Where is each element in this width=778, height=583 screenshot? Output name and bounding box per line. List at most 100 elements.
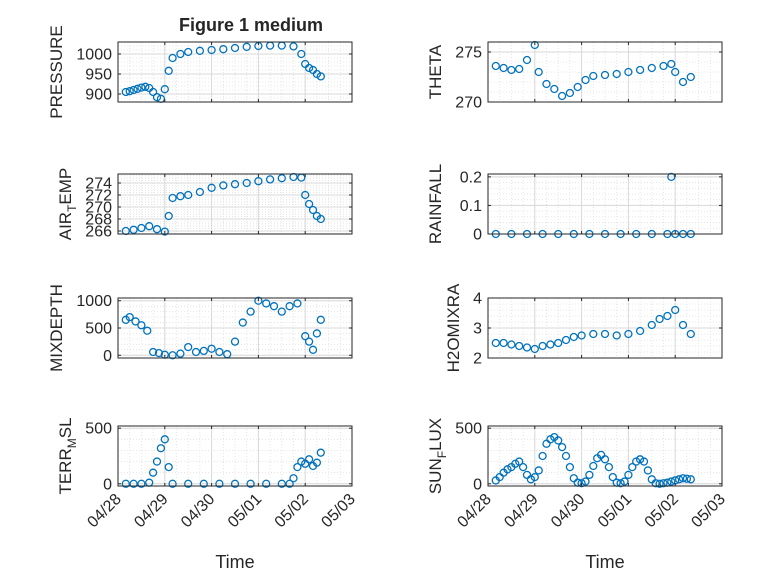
data-point — [616, 479, 625, 488]
y-tick-label: 266 — [85, 224, 112, 241]
data-point — [297, 49, 306, 59]
data-point — [242, 178, 251, 188]
data-point — [168, 193, 177, 203]
data-point — [160, 435, 169, 444]
data-point — [312, 329, 322, 338]
data-point — [635, 326, 645, 336]
data-point — [293, 299, 302, 308]
data-point — [507, 65, 516, 75]
data-point — [635, 65, 645, 75]
data-point — [230, 479, 240, 488]
y-tick-label: 4 — [473, 291, 482, 308]
y-tick-label: 500 — [455, 421, 482, 438]
x-tick-label: 04/29 — [131, 491, 171, 531]
data-point — [293, 462, 302, 472]
data-point — [121, 87, 130, 97]
data-point — [561, 335, 571, 345]
y-tick-label: 0 — [473, 227, 482, 244]
y-tick-label: 2 — [473, 351, 482, 368]
data-point — [238, 318, 247, 327]
data-point — [316, 448, 325, 457]
y-tick-label: 1000 — [76, 47, 112, 64]
y-axis-label: RAINFALL — [426, 164, 445, 244]
data-point — [534, 466, 543, 475]
data-point — [246, 479, 255, 488]
data-point — [678, 77, 688, 87]
data-point — [550, 84, 559, 94]
data-point — [577, 479, 586, 488]
x-tick-label: 04/28 — [454, 491, 494, 531]
data-point — [659, 61, 668, 71]
data-point — [546, 340, 555, 349]
data-point — [604, 462, 614, 472]
y-tick-label: 500 — [85, 321, 112, 338]
data-point — [168, 351, 177, 360]
data-point — [538, 341, 547, 351]
data-point — [612, 69, 621, 79]
data-point — [160, 85, 169, 94]
x-tick-label: 05/01 — [595, 491, 635, 531]
axes-box — [487, 173, 723, 235]
data-point — [141, 82, 150, 91]
data-point — [207, 183, 216, 192]
x-tick-label: 05/01 — [225, 491, 265, 531]
series-markers-terr-msl — [121, 435, 325, 488]
data-point — [628, 462, 637, 472]
data-point — [152, 225, 162, 234]
y-axis-label: SUNFLUX — [426, 418, 449, 494]
data-point — [565, 462, 575, 472]
data-point — [499, 63, 508, 73]
data-point — [219, 45, 228, 54]
data-point — [207, 45, 216, 55]
y-axis-label: PRESSURE — [47, 25, 66, 119]
data-point — [265, 175, 275, 184]
subplot-terr-msl: 0 500 04/28 04/29 04/30 05/01 05/02 05/03 Time TE… — [56, 417, 359, 572]
data-point — [277, 174, 286, 183]
data-point — [125, 87, 134, 96]
y-tick-label: 3 — [473, 321, 482, 338]
data-point — [308, 345, 318, 354]
data-point — [304, 337, 314, 346]
y-tick-label: 1000 — [76, 293, 112, 310]
data-point — [667, 477, 676, 486]
x-tick-label: 05/03 — [318, 491, 358, 531]
data-point — [542, 79, 551, 89]
axes-box — [487, 41, 723, 103]
series-markers-mixdepth — [121, 296, 325, 360]
data-point — [184, 342, 193, 352]
data-point — [655, 314, 664, 324]
data-point — [219, 181, 228, 190]
series-markers-air-temp — [121, 172, 325, 236]
data-point — [316, 72, 325, 81]
data-point — [585, 470, 594, 480]
data-point — [164, 211, 173, 221]
data-point — [515, 64, 524, 74]
data-point — [160, 227, 169, 236]
data-point — [538, 451, 547, 461]
data-point — [639, 457, 649, 466]
axes-box — [117, 41, 353, 103]
y-tick-label: 950 — [85, 67, 112, 84]
data-point — [686, 329, 695, 339]
data-point — [569, 332, 578, 342]
data-point — [612, 331, 621, 340]
data-point — [195, 46, 205, 55]
data-point — [285, 479, 294, 488]
data-point — [304, 199, 314, 209]
x-tick-label: 05/02 — [642, 491, 682, 531]
data-point — [304, 63, 314, 73]
data-point — [137, 83, 146, 92]
data-point — [530, 344, 539, 354]
x-tick-label: 04/28 — [84, 491, 124, 531]
y-axis-label: TERRMSL — [56, 417, 79, 494]
x-axis-label: Time — [585, 552, 624, 572]
x-tick-label: 05/03 — [688, 491, 728, 531]
subplot-sun-flux: 0 500 04/28 04/29 04/30 05/01 05/02 05/03 Time SU… — [426, 418, 729, 572]
y-tick-label: 0.1 — [460, 198, 482, 215]
series-markers-pressure — [121, 41, 325, 103]
data-point — [589, 71, 598, 81]
data-point — [277, 479, 286, 488]
x-tick-label: 04/30 — [548, 491, 588, 531]
data-point — [191, 347, 201, 357]
